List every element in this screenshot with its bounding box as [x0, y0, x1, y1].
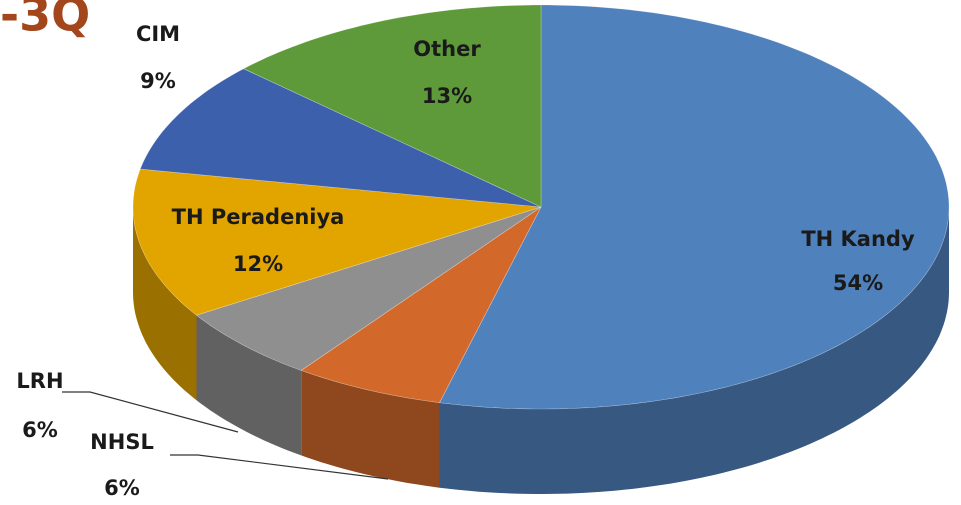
value-label: 6%: [22, 418, 58, 442]
slice: [300, 206, 542, 404]
value-label: 13%: [422, 84, 472, 108]
slice-label: LRH: [16, 369, 63, 393]
slice-side: [301, 370, 440, 488]
slice-label: CIM: [136, 22, 180, 46]
slice-label: NHSL: [90, 430, 154, 454]
slice-label: TH Kandy: [801, 227, 915, 251]
slice-label: TH Peradeniya: [172, 205, 345, 229]
slice: [242, 4, 542, 208]
slice: [439, 4, 950, 410]
value-label: 54%: [833, 271, 883, 295]
chart-title: -3Q: [0, 0, 90, 42]
slice-side: [133, 207, 197, 401]
value-label: 12%: [233, 252, 283, 276]
slice: [139, 68, 542, 208]
slice-label: Other: [413, 37, 481, 61]
leader-line: [62, 391, 239, 433]
slice-side: [196, 315, 302, 456]
value-label: 6%: [104, 476, 140, 500]
slice: [132, 168, 542, 316]
leader-line: [170, 454, 389, 480]
slice: [195, 206, 542, 371]
slice-side: [439, 207, 949, 494]
value-label: 9%: [140, 69, 176, 93]
